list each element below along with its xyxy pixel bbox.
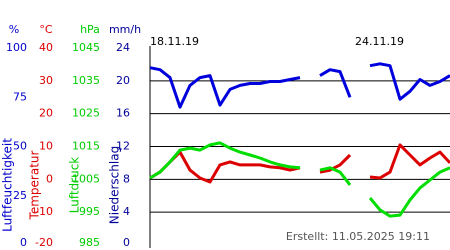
y-tick-label: 1045 [72, 41, 100, 54]
y-tick-label: 1035 [72, 74, 100, 87]
x-tick-label: 24.11.19 [355, 35, 404, 48]
y-tick-label: 0 [20, 236, 27, 249]
y-tick-label: 0 [123, 236, 130, 249]
y-tick-label: 30 [39, 74, 53, 87]
y-tick-label: 40 [39, 41, 53, 54]
y-tick-label: 4 [123, 205, 130, 218]
data-line [149, 141, 450, 218]
axis-title: Niederschlag [108, 146, 122, 224]
y-tick-label: 10 [39, 140, 53, 153]
axis-title: Luftdruck [68, 157, 82, 214]
y-tick-label: 100 [6, 41, 27, 54]
y-tick-label: 8 [123, 172, 130, 185]
y-tick-label: 20 [39, 107, 53, 120]
data-line [149, 62, 450, 109]
y-tick-label: 24 [116, 41, 130, 54]
y-tick-label: 0 [46, 172, 53, 185]
axis-title: Temperatur [28, 150, 42, 220]
y-tick-label: 12 [116, 140, 130, 153]
y-tick-label: 995 [79, 205, 100, 218]
y-tick-label: 1015 [72, 140, 100, 153]
axis-title: Luftfeuchtigkeit [1, 138, 15, 232]
y-tick-label: 985 [79, 236, 100, 249]
x-tick-label: 18.11.19 [150, 35, 199, 48]
y-tick-label: 1005 [72, 172, 100, 185]
y-tick-label: -20 [35, 236, 53, 249]
footer: Erstellt: 11.05.2025 19:11 [286, 230, 430, 243]
axis-unit: % [9, 23, 19, 36]
axis-unit: hPa [80, 23, 100, 36]
y-tick-label: 1025 [72, 107, 100, 120]
y-tick-label: 16 [116, 107, 130, 120]
axis-unit: mm/h [109, 23, 141, 36]
y-tick-label: 75 [13, 90, 27, 103]
y-tick-label: 20 [116, 74, 130, 87]
y-tick-label: 25 [13, 189, 27, 202]
axis-unit: °C [39, 23, 53, 36]
y-tick-label: 50 [13, 140, 27, 153]
y-tick-label: -10 [35, 205, 53, 218]
